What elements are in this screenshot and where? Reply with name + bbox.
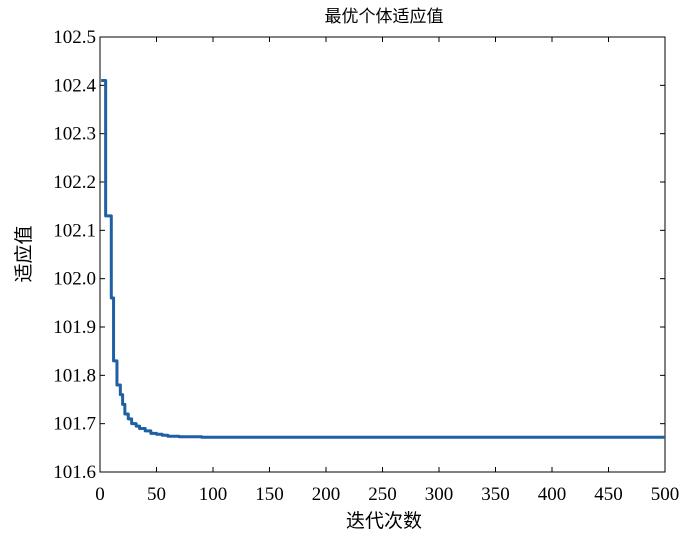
y-tick-label: 101.8 (53, 365, 96, 386)
series-line (101, 79, 665, 439)
x-tick-label: 300 (425, 484, 454, 505)
y-tick-label: 101.7 (53, 414, 96, 435)
y-tick-label: 102.1 (53, 220, 96, 241)
x-tick-label: 50 (147, 484, 166, 505)
axis-ticks: 0 50 100 150 200 250 300 350 400 450 500 101.6 101.7… (53, 27, 679, 505)
y-tick-label: 102.3 (53, 124, 96, 145)
x-tick-label: 250 (368, 484, 397, 505)
y-tick-label: 102.5 (53, 27, 96, 48)
series-group (101, 79, 665, 439)
x-tick-label: 400 (538, 484, 567, 505)
y-tick-label: 101.6 (53, 462, 96, 483)
x-axis-label: 迭代次数 (346, 510, 422, 532)
x-tick-label: 150 (255, 484, 284, 505)
x-tick-label: 350 (481, 484, 510, 505)
y-tick-label: 102.0 (53, 269, 96, 290)
y-tick-label: 101.9 (53, 317, 96, 338)
y-axis-label: 适应值 (13, 225, 35, 282)
x-tick-label: 500 (651, 484, 680, 505)
x-tick-label: 200 (312, 484, 341, 505)
x-tick-label: 450 (594, 484, 623, 505)
chart-title: 最优个体适应值 (325, 7, 444, 27)
y-tick-label: 102.2 (53, 172, 96, 193)
y-tick-label: 102.4 (53, 75, 96, 96)
x-tick-label: 100 (199, 484, 228, 505)
plot-area (99, 36, 666, 473)
x-tick-label: 0 (95, 484, 105, 505)
